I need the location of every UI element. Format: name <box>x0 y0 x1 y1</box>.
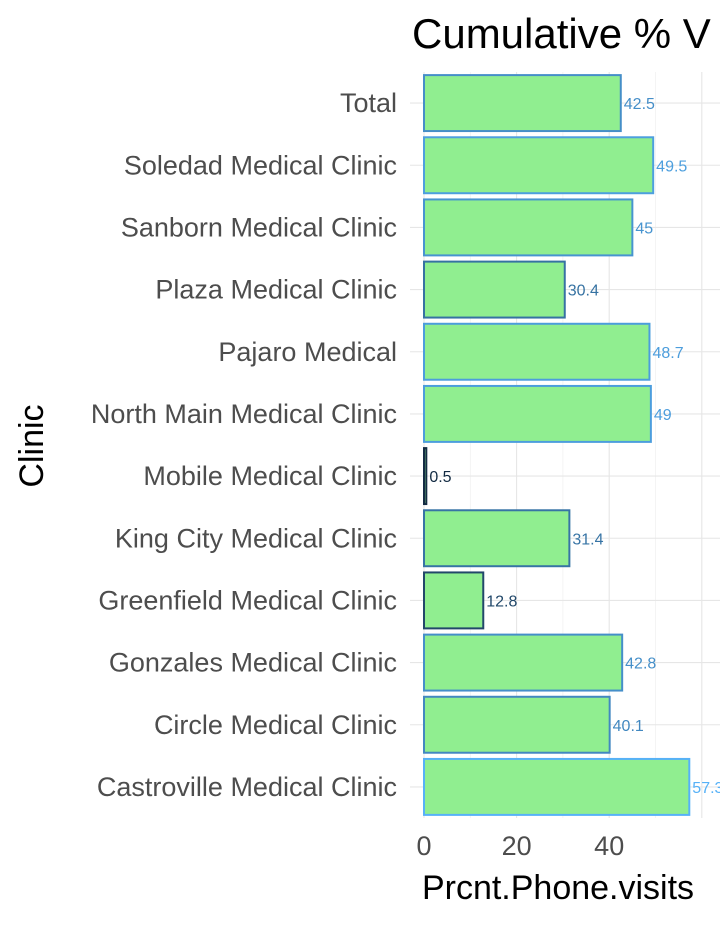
bar <box>423 384 652 443</box>
x-tick-label: 0 <box>416 831 431 861</box>
x-tick-label: 40 <box>594 831 624 861</box>
chart-title: Cumulative % V <box>412 10 711 57</box>
category-label: Castroville Medical Clinic <box>97 772 397 802</box>
category-label: Greenfield Medical Clinic <box>98 585 397 615</box>
value-label: 42.8 <box>625 656 656 673</box>
category-axis: Total Soledad Medical Clinic Sanborn Medic… <box>91 88 397 802</box>
bar <box>423 633 624 692</box>
value-label: 49 <box>654 407 672 424</box>
bar <box>423 757 691 816</box>
bar <box>423 571 485 630</box>
value-label: 40.1 <box>613 718 644 735</box>
category-label: Circle Medical Clinic <box>154 710 397 740</box>
category-label: Total <box>340 88 397 118</box>
category-label: Soledad Medical Clinic <box>124 150 397 180</box>
value-label-layer: 42.5 49.5 45 30.4 48.7 49 0.5 31.4 12.8 42.8 40.1 5… <box>429 96 720 797</box>
category-label: Pajaro Medical <box>218 337 397 367</box>
bar-layer <box>423 74 691 816</box>
x-axis-title: Prcnt.Phone.visits <box>422 869 694 907</box>
category-label: Sanborn Medical Clinic <box>121 212 397 242</box>
value-label: 30.4 <box>568 283 599 300</box>
value-label: 48.7 <box>652 345 683 362</box>
bar <box>423 509 571 568</box>
x-tick-label: 20 <box>502 831 532 861</box>
category-label: North Main Medical Clinic <box>91 399 397 429</box>
bar <box>423 695 611 754</box>
bar <box>423 74 622 133</box>
value-label: 0.5 <box>429 469 451 486</box>
bar <box>423 136 655 195</box>
category-label: King City Medical Clinic <box>115 523 397 553</box>
category-label: Mobile Medical Clinic <box>143 461 397 491</box>
bar <box>423 322 651 381</box>
value-label: 45 <box>635 220 653 237</box>
category-label: Gonzales Medical Clinic <box>109 648 397 678</box>
x-axis-ticks: 0 20 40 <box>416 831 624 861</box>
bar <box>423 260 566 319</box>
value-label: 12.8 <box>486 593 517 610</box>
bar <box>423 447 428 506</box>
value-label: 42.5 <box>624 96 655 113</box>
category-label: Plaza Medical Clinic <box>155 275 397 305</box>
value-label: 49.5 <box>656 158 687 175</box>
y-axis-title: Clinic <box>13 404 51 487</box>
bar <box>423 198 634 257</box>
value-label: 57.3 <box>692 780 720 797</box>
value-label: 31.4 <box>572 531 603 548</box>
